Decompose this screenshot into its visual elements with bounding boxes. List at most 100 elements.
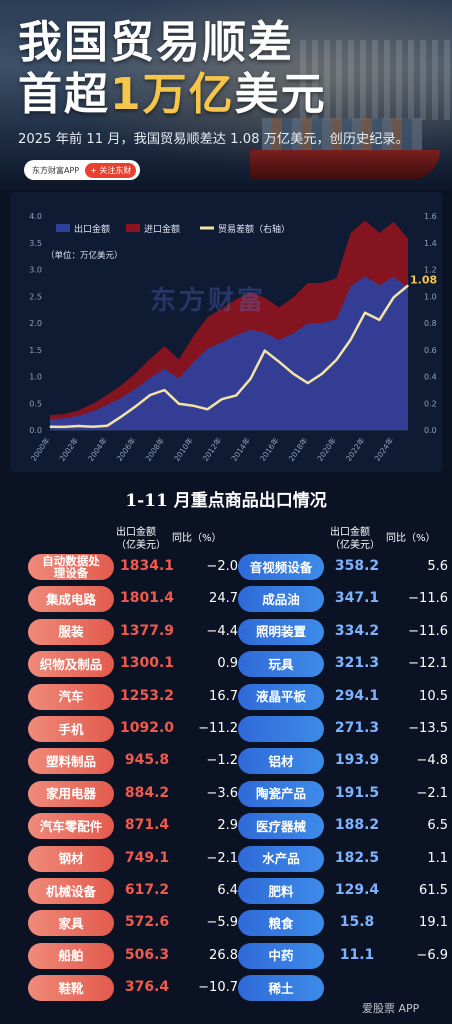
- product-name-pill: 玩具: [238, 651, 324, 678]
- export-value: 1834.1: [119, 558, 175, 574]
- product-name-pill: 船舶: [28, 942, 114, 969]
- x-tick-label: 2018年: [286, 435, 310, 463]
- left-export-row: 鞋靴 376.4 −10.7: [28, 975, 238, 1003]
- balance-point: [307, 382, 309, 384]
- right-export-row: 271.3 −13.5: [238, 716, 448, 744]
- x-tick-label: 2008年: [143, 435, 167, 463]
- right-col-value-header: 出口金额 （亿美元）: [330, 526, 380, 552]
- legend-label: 贸易差额（右轴）: [218, 223, 290, 235]
- export-value: 347.1: [334, 590, 380, 607]
- balance-point: [192, 405, 194, 407]
- product-name-pill: 稀土: [238, 975, 324, 1002]
- yoy-change: −11.2: [198, 721, 238, 736]
- export-value: 15.8: [339, 914, 375, 931]
- product-name-pill: 汽车零配件: [28, 813, 114, 840]
- product-name-pill: 织物及制品: [28, 651, 114, 678]
- right-export-row: 中药 11.1 −6.9: [238, 942, 448, 971]
- left-export-row: 塑料制品 945.8 −1.2: [28, 748, 238, 776]
- yoy-change: 1.1: [427, 850, 448, 866]
- balance-end-label: 1.08: [410, 274, 437, 287]
- yoy-change: −2.1: [206, 850, 238, 866]
- right-col-value-header-l1: 出口金额: [330, 527, 370, 538]
- legend-swatch: [126, 224, 140, 232]
- left-export-row: 服装 1377.9 −4.4: [28, 618, 238, 647]
- export-value: 945.8: [124, 752, 170, 769]
- export-value: 294.1: [334, 687, 380, 704]
- product-name-pill: 中药: [238, 942, 324, 969]
- left-export-row: 手机 1092.0 −11.2: [28, 716, 238, 744]
- export-area: [50, 276, 408, 430]
- yoy-change: −1.2: [206, 753, 238, 769]
- right-export-row: 照明装置 334.2 −11.6: [238, 618, 448, 647]
- yoy-change: −13.5: [408, 721, 448, 736]
- product-name-pill: 鞋靴: [28, 975, 114, 1002]
- yoy-change: 6.5: [427, 818, 448, 834]
- right-export-row: 医疗器械 188.2 6.5: [238, 813, 448, 841]
- yoy-change: −5.9: [206, 915, 238, 931]
- left-export-row: 家用电器 884.2 −3.6: [28, 780, 238, 809]
- export-value: 271.3: [334, 720, 380, 736]
- product-name-pill: 钢材: [28, 845, 114, 872]
- export-value: 1801.4: [119, 590, 175, 607]
- yoy-change: 2.9: [217, 818, 238, 834]
- yoy-change: 0.9: [217, 656, 238, 672]
- export-value: 11.1: [339, 946, 375, 963]
- left-export-row: 家具 572.6 −5.9: [28, 910, 238, 938]
- yoy-change: −10.7: [198, 980, 238, 996]
- yoy-change: 19.1: [419, 915, 448, 931]
- balance-point: [78, 425, 80, 427]
- right-export-list: 音视频设备 358.2 5.6 成品油 347.1 −11.6 照明装置 334.2 −11.6…: [238, 554, 448, 1016]
- product-name-pill: 液晶平板: [238, 683, 324, 710]
- y-left-tick-label: 0.0: [29, 426, 42, 435]
- yoy-change: 10.5: [419, 688, 448, 704]
- x-tick-label: 2020年: [315, 435, 339, 463]
- right-export-row: 液晶平板 294.1 10.5: [238, 683, 448, 712]
- left-export-row: 机械设备 617.2 6.4: [28, 878, 238, 906]
- y-right-tick-label: 0.6: [424, 346, 437, 355]
- product-name-pill: 水产品: [238, 845, 324, 872]
- export-value: 376.4: [124, 979, 170, 996]
- product-name-pill: 肥料: [238, 878, 324, 904]
- yoy-change: 5.6: [427, 559, 448, 574]
- balance-point: [335, 359, 337, 361]
- export-value: 191.5: [334, 784, 380, 801]
- y-right-tick-label: 0.2: [424, 399, 437, 408]
- export-value: 1377.9: [119, 622, 175, 639]
- y-left-tick-label: 0.5: [29, 399, 42, 408]
- trade-chart: 0.0 0.5 1.0 1.5 2.0 2.5 3.0 3.5 4.0 0.0 0.2 0.4 0.6 0…: [28, 212, 437, 463]
- product-name-pill: 机械设备: [28, 878, 114, 904]
- legend-swatch: [56, 224, 70, 232]
- left-col-yoy-header: 同比（%）: [172, 533, 222, 544]
- page-title-line2: 首超1万亿美元: [18, 58, 327, 122]
- yoy-change: 61.5: [419, 883, 448, 898]
- x-tick-label: 2010年: [171, 435, 195, 463]
- product-name-pill: 铝材: [238, 748, 324, 775]
- yoy-change: −11.6: [408, 623, 448, 639]
- cargo-ship-image: [250, 150, 440, 180]
- legend-label: 出口金额: [74, 223, 110, 235]
- balance-point: [393, 296, 395, 298]
- export-value: 506.3: [124, 946, 170, 963]
- export-value: 321.3: [334, 655, 380, 672]
- balance-point: [249, 378, 252, 380]
- right-export-row: 陶瓷产品 191.5 −2.1: [238, 780, 448, 809]
- x-tick-label: 2006年: [114, 435, 138, 463]
- left-col-value-header: 出口金额 （亿美元）: [116, 526, 166, 552]
- export-value: 572.6: [124, 914, 170, 931]
- product-name-pill: 粮食: [238, 910, 324, 937]
- balance-point: [364, 312, 366, 314]
- follow-button[interactable]: + 关注东财: [85, 162, 137, 178]
- x-tick-label: 2000年: [28, 435, 52, 463]
- right-export-row: 稀土: [238, 975, 448, 1003]
- x-tick-label: 2016年: [257, 435, 281, 463]
- x-tick-label: 2024年: [372, 435, 396, 463]
- export-value: 1253.2: [119, 687, 175, 704]
- balance-point: [235, 394, 237, 396]
- y-left-tick-label: 3.0: [29, 266, 42, 275]
- yoy-change: −4.4: [206, 623, 238, 639]
- left-export-row: 船舶 506.3 26.8: [28, 942, 238, 971]
- x-tick-label: 2002年: [57, 435, 81, 463]
- product-name-pill: 服装: [28, 618, 114, 645]
- y-left-tick-label: 2.0: [29, 319, 42, 328]
- yoy-change: 6.4: [217, 883, 238, 898]
